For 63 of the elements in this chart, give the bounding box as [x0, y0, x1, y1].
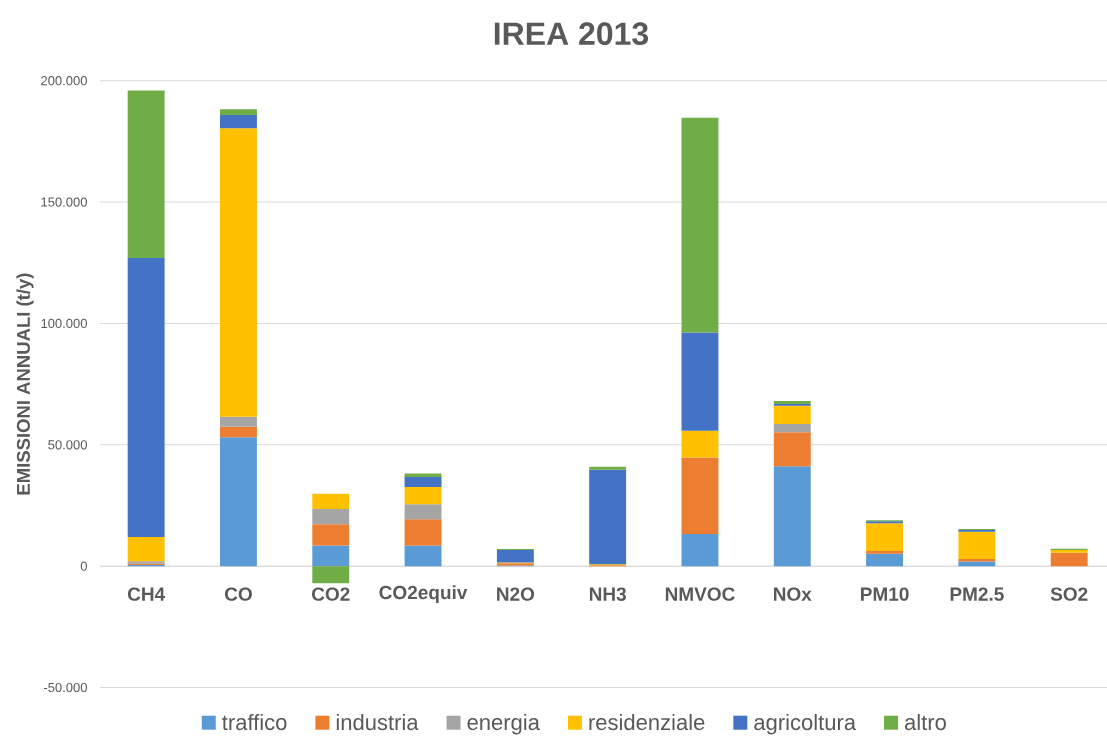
bar — [127, 537, 165, 562]
bar — [681, 117, 719, 333]
x-tick-label: NH3 — [589, 587, 626, 601]
bar — [127, 257, 165, 538]
legend-label: agricoltura — [754, 713, 857, 735]
bar — [773, 405, 811, 424]
bar — [312, 566, 350, 584]
bar — [866, 551, 904, 554]
y-tick-label: 0 — [80, 561, 87, 571]
bar — [220, 426, 257, 438]
x-tick-label: N2O — [497, 587, 535, 601]
x-tick-label: CO — [224, 587, 252, 601]
bar — [312, 493, 350, 510]
legend-label: traffico — [222, 713, 287, 731]
bar — [312, 524, 350, 546]
bar — [773, 432, 811, 467]
bar — [127, 90, 165, 258]
x-tick-label: NMVOC — [665, 587, 735, 601]
y-tick-label: -50.000 — [43, 682, 87, 693]
bar — [404, 473, 442, 478]
bar — [404, 487, 442, 505]
bar — [312, 545, 350, 567]
chart-title: IREA 2013 — [494, 22, 649, 46]
bar — [404, 504, 442, 520]
bar — [681, 534, 719, 567]
bar — [589, 466, 627, 470]
bar — [773, 466, 811, 567]
bar — [496, 549, 534, 563]
x-tick-label: CO2equiv — [379, 585, 468, 603]
bar — [404, 545, 442, 567]
legend-label: residenziale — [589, 713, 705, 731]
y-axis-title: EMISSIONI ANNUALI (t/y) — [16, 273, 34, 495]
x-tick-label: SO2 — [1050, 587, 1088, 601]
bar — [773, 423, 811, 433]
bar — [866, 553, 904, 567]
legend-label: industria — [336, 713, 419, 731]
bar — [1050, 552, 1088, 567]
legend-label: altro — [905, 713, 946, 731]
bar — [681, 430, 719, 458]
bar — [220, 128, 257, 417]
bar — [312, 509, 350, 525]
bar — [220, 437, 257, 567]
x-tick-label: PM2.5 — [950, 587, 1004, 601]
x-tick-label: CH4 — [127, 587, 166, 601]
x-tick-label: PM10 — [861, 587, 909, 601]
bar — [958, 531, 996, 560]
bar — [220, 114, 257, 129]
bar — [958, 559, 996, 562]
legend-label: energia — [467, 713, 540, 735]
bar — [866, 523, 904, 552]
y-tick-label: 50.000 — [48, 440, 87, 450]
x-tick-label: NOx — [774, 587, 812, 601]
y-tick-label: 100.000 — [41, 318, 87, 329]
y-tick-label: 200.000 — [41, 76, 87, 86]
bar — [220, 109, 257, 115]
bar — [681, 457, 719, 535]
bar — [681, 332, 719, 431]
bar — [404, 519, 442, 546]
bar — [220, 416, 257, 427]
y-tick-label: 150.000 — [41, 197, 87, 207]
bar — [404, 477, 442, 488]
bar — [589, 469, 627, 565]
x-tick-label: CO2 — [312, 587, 350, 601]
